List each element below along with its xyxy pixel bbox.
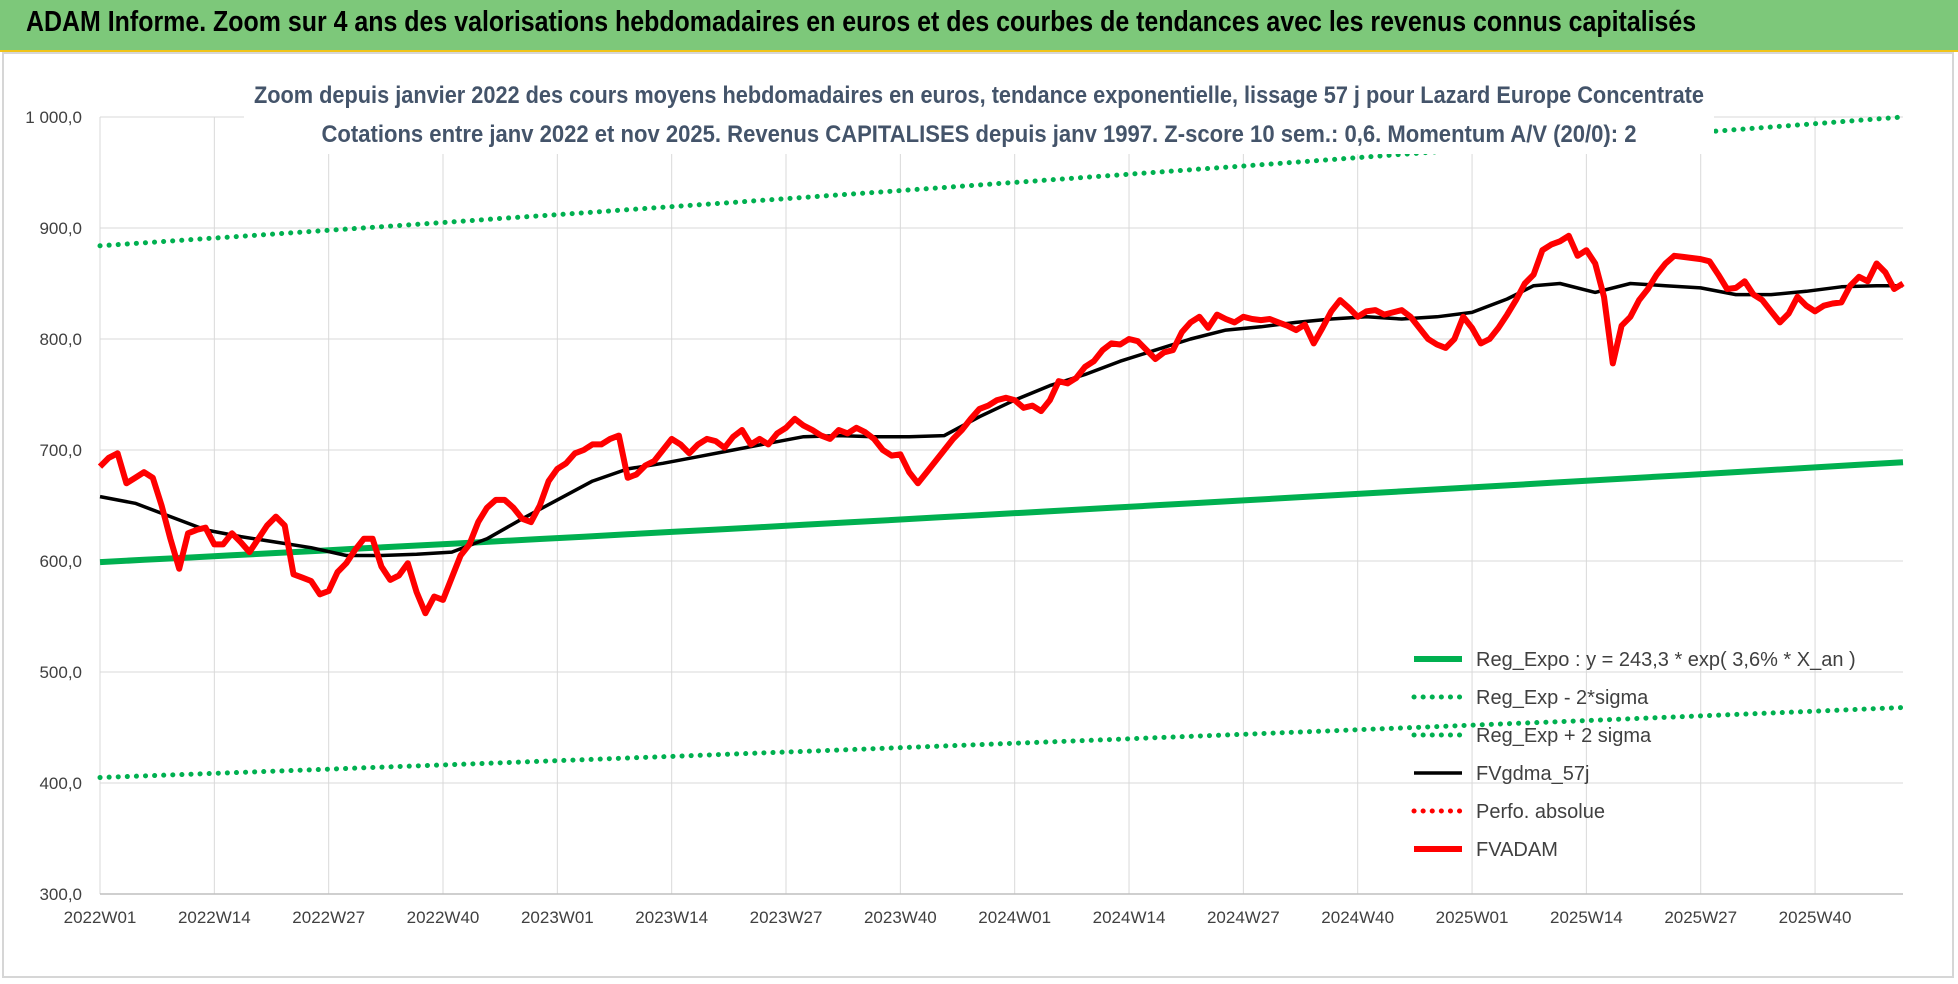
chart-title-line1: Zoom depuis janvier 2022 des cours moyen… bbox=[254, 82, 1704, 109]
x-tick-label: 2024W40 bbox=[1321, 908, 1394, 927]
x-tick-label: 2025W27 bbox=[1664, 908, 1737, 927]
legend-label-4: Perfo. absolue bbox=[1476, 801, 1605, 823]
y-axis-ticks: 1 000,0 900,0 800,0 700,0 600,0 500,0 400,0 300… bbox=[25, 108, 82, 904]
x-tick-label: 2025W40 bbox=[1779, 908, 1852, 927]
y-tick-label: 700,0 bbox=[39, 441, 82, 460]
grid-layer bbox=[99, 116, 1903, 895]
series-line-2 bbox=[97, 114, 1906, 249]
report-title: ADAM Informe. Zoom sur 4 ans des valoris… bbox=[26, 6, 1697, 38]
x-tick-label: 2022W14 bbox=[178, 908, 251, 927]
series-line-5 bbox=[97, 232, 1905, 617]
y-tick-label: 600,0 bbox=[39, 552, 82, 571]
x-tick-label: 2023W14 bbox=[635, 908, 708, 927]
y-tick-label: 300,0 bbox=[39, 885, 82, 904]
y-tick-label: 1 000,0 bbox=[25, 108, 82, 127]
x-tick-label: 2023W40 bbox=[864, 908, 937, 927]
legend-label-3: FVgdma_57j bbox=[1476, 763, 1589, 785]
y-tick-label: 900,0 bbox=[39, 219, 82, 238]
x-tick-label: 2022W01 bbox=[64, 908, 137, 927]
x-tick-label: 2024W27 bbox=[1207, 908, 1280, 927]
x-axis-ticks: 2022W01 2022W14 2022W27 2022W40 2023W01 2023W… bbox=[64, 908, 1852, 927]
chart-frame bbox=[2, 52, 1954, 978]
x-tick-label: 2023W01 bbox=[521, 908, 594, 927]
x-tick-label: 2022W40 bbox=[407, 908, 480, 927]
x-tick-label: 2022W27 bbox=[292, 908, 365, 927]
series-line-0 bbox=[99, 459, 1904, 566]
y-tick-label: 400,0 bbox=[39, 774, 82, 793]
x-tick-label: 2023W27 bbox=[750, 908, 823, 927]
x-tick-label: 2024W14 bbox=[1093, 908, 1166, 927]
legend-label-1: Reg_Exp - 2*sigma bbox=[1476, 687, 1649, 709]
x-tick-label: 2025W14 bbox=[1550, 908, 1623, 927]
series-line-1 bbox=[97, 705, 1906, 780]
x-tick-label: 2024W01 bbox=[978, 908, 1051, 927]
chart-title: Zoom depuis janvier 2022 des cours moyen… bbox=[244, 80, 1714, 154]
chart-title-line2: Cotations entre janv 2022 et nov 2025. R… bbox=[322, 121, 1637, 148]
legend-label-5: FVADAM bbox=[1476, 839, 1558, 861]
legend-label-2: Reg_Exp + 2 sigma bbox=[1476, 725, 1652, 747]
series-layer bbox=[97, 114, 1906, 780]
legend-label-0: Reg_Expo : y = 243,3 * exp( 3,6% * X_an … bbox=[1476, 649, 1856, 671]
y-tick-label: 500,0 bbox=[39, 663, 82, 682]
y-tick-label: 800,0 bbox=[39, 330, 82, 349]
report-header: ADAM Informe. Zoom sur 4 ans des valoris… bbox=[0, 0, 1958, 52]
x-tick-label: 2025W01 bbox=[1436, 908, 1509, 927]
legend: Reg_Expo : y = 243,3 * exp( 3,6% * X_an … bbox=[1411, 649, 1856, 861]
